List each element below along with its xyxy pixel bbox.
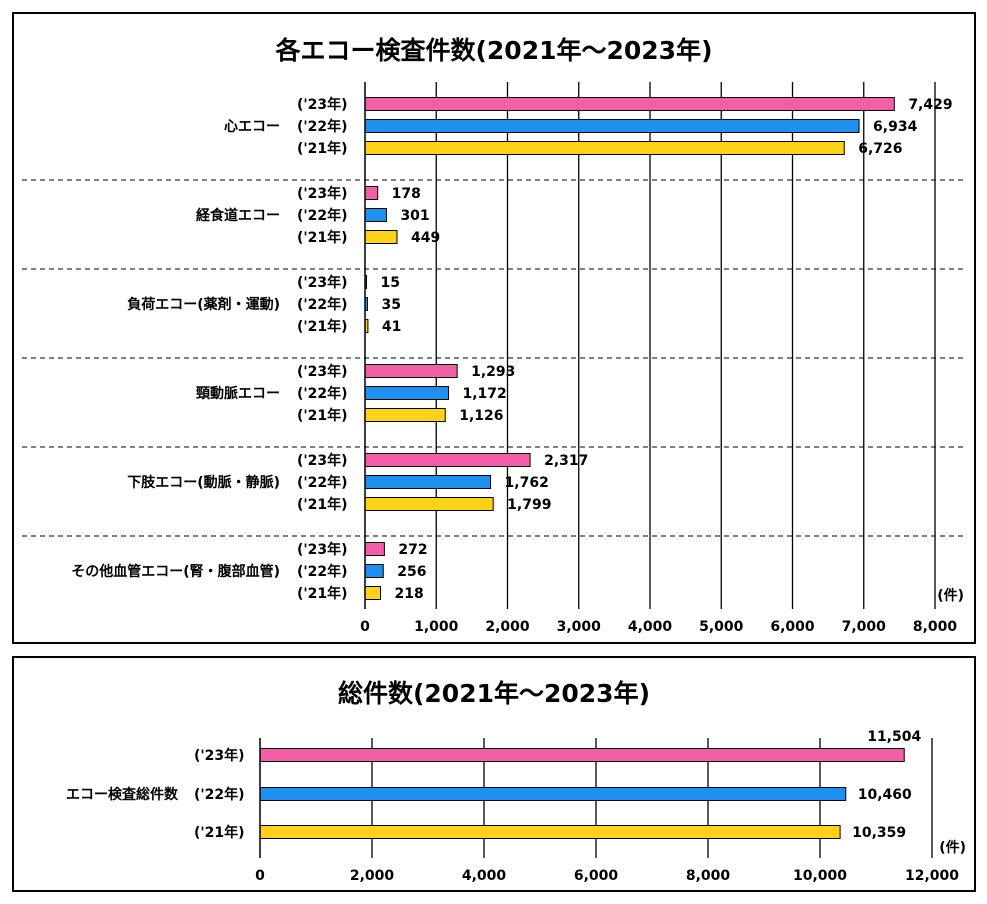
bar-2022 <box>364 386 450 400</box>
data-label: 178 <box>392 186 421 202</box>
series-year-label: ('22年) <box>297 207 348 224</box>
data-label: 1,762 <box>505 475 549 491</box>
data-label: 218 <box>395 586 424 602</box>
category-label: エコー検査総件数 <box>66 786 179 803</box>
series-year-label: ('22年) <box>297 385 348 402</box>
series-year-label: ('22年) <box>297 563 348 580</box>
series-year-label: ('22年) <box>297 118 348 135</box>
category-label: その他血管エコー(腎・腹部血管) <box>71 563 280 580</box>
series-year-label: ('21年) <box>297 229 348 246</box>
x-tick-label: 0 <box>360 619 370 635</box>
series-year-label: ('23年) <box>297 274 348 291</box>
total-count-chart-panel: 総件数(2021年～2023年) (件) 0 2,000 4,000 6,000 8,0… <box>12 656 976 892</box>
x-tick-label: 6,000 <box>770 619 815 635</box>
x-tick-label: 2,000 <box>350 868 395 884</box>
bar-2022 <box>259 787 847 801</box>
data-label: 301 <box>400 208 429 224</box>
bar-2021 <box>364 141 845 155</box>
echo-exam-chart-panel: 各エコー検査件数(2021年～2023年) (件) 0 1,000 2,000 3,0… <box>12 12 976 644</box>
series-year-label: ('22年) <box>297 474 348 491</box>
series-year-label: ('21年) <box>194 824 245 841</box>
total-count-chart: 総件数(2021年～2023年) (件) 0 2,000 4,000 6,000 8,0… <box>66 679 966 884</box>
series-year-label: ('21年) <box>297 140 348 157</box>
x-tick-label: 12,000 <box>905 868 959 884</box>
bar-2021 <box>364 408 446 422</box>
series-year-label: ('23年) <box>297 185 348 202</box>
unit-label: (件) <box>937 587 964 604</box>
series-year-label: ('21年) <box>297 496 348 513</box>
data-label: 41 <box>382 319 401 335</box>
data-label: 7,429 <box>908 97 952 113</box>
bar-2021 <box>364 230 398 244</box>
series-year-label: ('22年) <box>297 296 348 313</box>
data-label: 1,293 <box>471 364 515 380</box>
x-tick-label: 8,000 <box>686 868 731 884</box>
data-label: 6,934 <box>873 119 918 135</box>
chart-title: 総件数(2021年～2023年) <box>338 679 650 708</box>
x-tick-label: 4,000 <box>462 868 507 884</box>
x-tick-label: 10,000 <box>793 868 847 884</box>
data-label: 15 <box>381 275 400 291</box>
bar-2023 <box>364 453 531 467</box>
bar-2023 <box>364 542 385 556</box>
data-label: 10,460 <box>858 787 912 803</box>
plot-area: 0 2,000 4,000 6,000 8,000 10,000 12,000 エコー検査総件… <box>66 729 959 884</box>
series-year-label: ('22年) <box>194 786 245 803</box>
x-tick-label: 4,000 <box>628 619 673 635</box>
data-label: 10,359 <box>852 825 906 841</box>
data-label: 256 <box>397 564 426 580</box>
data-label: 272 <box>398 542 427 558</box>
series-year-label: ('23年) <box>297 452 348 469</box>
category-label: 経食道エコー <box>196 207 280 224</box>
category-label: 下肢エコー(動脈・静脈) <box>127 474 280 491</box>
series-year-label: ('23年) <box>297 363 348 380</box>
data-label: 35 <box>381 297 400 313</box>
x-tick-label: 6,000 <box>574 868 619 884</box>
data-label: 11,504 <box>867 729 921 745</box>
data-label: 6,726 <box>858 141 902 157</box>
bar-2022 <box>364 119 860 133</box>
bar-2022 <box>364 475 492 489</box>
series-year-label: ('21年) <box>297 407 348 424</box>
bar-2023 <box>364 186 379 200</box>
bar-2021 <box>259 825 841 839</box>
bar-2023 <box>364 364 458 378</box>
x-tick-label: 7,000 <box>842 619 887 635</box>
bar-2021 <box>364 497 494 511</box>
chart-title: 各エコー検査件数(2021年～2023年) <box>274 36 712 65</box>
unit-label: (件) <box>939 839 966 856</box>
x-tick-label: 5,000 <box>699 619 744 635</box>
data-label: 1,172 <box>463 386 507 402</box>
series-year-label: ('23年) <box>297 541 348 558</box>
bar-2022 <box>364 208 387 222</box>
x-tick-label: 8,000 <box>913 619 958 635</box>
data-label: 1,799 <box>507 497 551 513</box>
bar-2021 <box>364 586 382 600</box>
category-label: 負荷エコー(薬剤・運動) <box>127 296 280 313</box>
bar-2023 <box>259 748 905 762</box>
series-year-label: ('23年) <box>194 747 245 764</box>
category-label: 頸動脈エコー <box>196 385 280 402</box>
plot-area: 0 1,000 2,000 3,000 4,000 5,000 6,000 7,000 8,00… <box>22 82 964 635</box>
bar-2022 <box>364 564 384 578</box>
x-tick-label: 1,000 <box>414 619 459 635</box>
x-tick-label: 2,000 <box>485 619 530 635</box>
series-year-label: ('21年) <box>297 585 348 602</box>
data-label: 2,317 <box>544 453 588 469</box>
data-label: 1,126 <box>459 408 503 424</box>
category-label: 心エコー <box>224 119 280 135</box>
series-year-label: ('21年) <box>297 318 348 335</box>
bar-2023 <box>364 97 895 111</box>
echo-exam-chart: 各エコー検査件数(2021年～2023年) (件) 0 1,000 2,000 3,0… <box>22 36 964 635</box>
data-label: 449 <box>411 230 440 246</box>
x-tick-label: 3,000 <box>557 619 602 635</box>
series-year-label: ('23年) <box>297 96 348 113</box>
x-tick-label: 0 <box>255 868 265 884</box>
